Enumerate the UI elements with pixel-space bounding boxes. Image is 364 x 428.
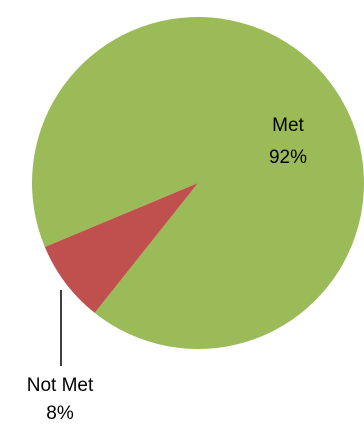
slice-percent-not-met: 8%	[46, 403, 74, 423]
slice-label-not-met: Not Met	[27, 375, 94, 396]
labels-layer: Met 92% Not Met 8%	[27, 115, 307, 424]
pie-slice-met	[31, 16, 364, 350]
slice-percent-met: 92%	[269, 147, 307, 168]
slices-layer	[31, 16, 364, 350]
slice-label-met: Met	[272, 115, 304, 136]
pie-slice-not-met	[44, 183, 199, 313]
